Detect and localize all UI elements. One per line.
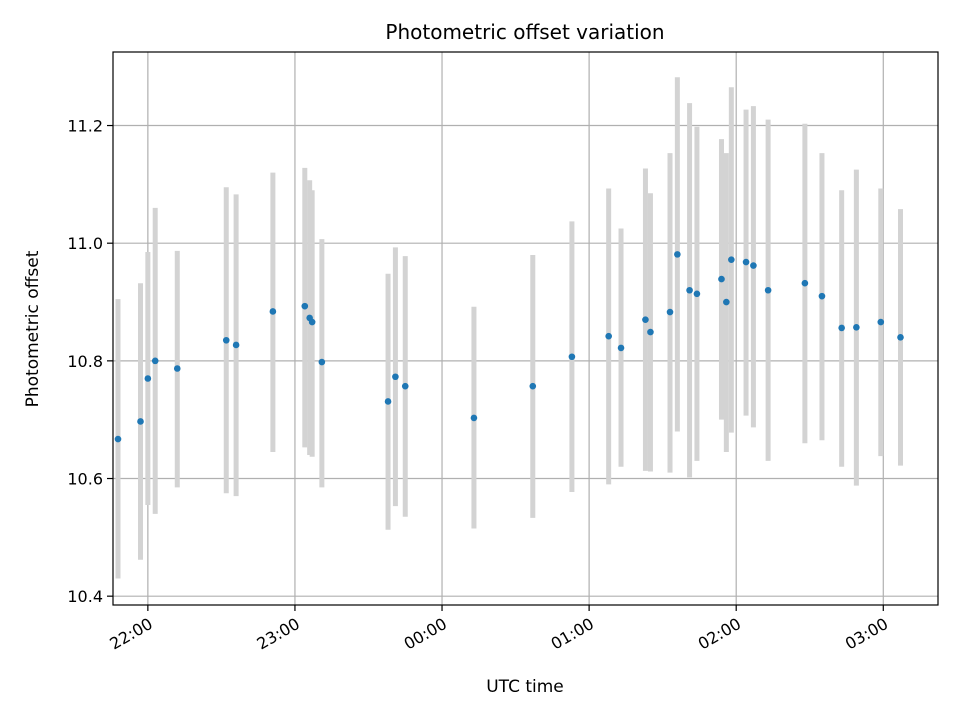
data-point [801,279,809,287]
axes-frame [112,51,939,606]
data-point [568,353,576,361]
data-point [764,286,772,294]
data-point [470,414,478,422]
data-point [897,334,904,341]
data-point [392,373,399,381]
y-axis-ticks: 10.4 10.6 10.8 11.0 11.2 [67,117,113,606]
data-point [269,308,277,315]
data-points [114,251,904,443]
data-point [401,382,409,390]
data-point [750,262,757,269]
data-point [301,302,309,310]
data-point [742,258,750,266]
data-point [137,418,144,425]
data-point [818,292,826,300]
y-tick-label: 10.8 [67,352,103,371]
y-axis-label: Photometric offset [23,250,43,407]
data-point [308,318,316,326]
data-point [529,382,537,390]
data-point [728,256,735,263]
data-point [647,328,654,336]
data-point [686,286,693,294]
data-point [144,375,152,382]
data-point [693,290,701,298]
data-point [718,275,725,283]
chart-title: Photometric offset variation [385,20,664,44]
data-point [151,357,159,365]
y-tick-label: 10.6 [67,470,103,489]
y-tick-label: 10.4 [67,587,103,606]
data-point [222,336,230,344]
data-point [674,251,681,258]
data-point [642,316,649,323]
data-point [666,308,674,316]
data-point [173,365,181,372]
data-point [723,298,730,306]
data-point [617,344,625,352]
data-point [605,332,612,340]
data-point [877,318,885,326]
y-tick-label: 11.0 [67,234,103,253]
data-point [232,341,240,349]
x-axis-label: UTC time [486,677,564,697]
data-point [838,324,845,332]
y-tick-label: 11.2 [67,117,103,136]
data-point [384,398,392,405]
grid [113,52,938,605]
data-point [114,435,122,443]
data-point [318,358,326,366]
data-point [853,324,860,331]
